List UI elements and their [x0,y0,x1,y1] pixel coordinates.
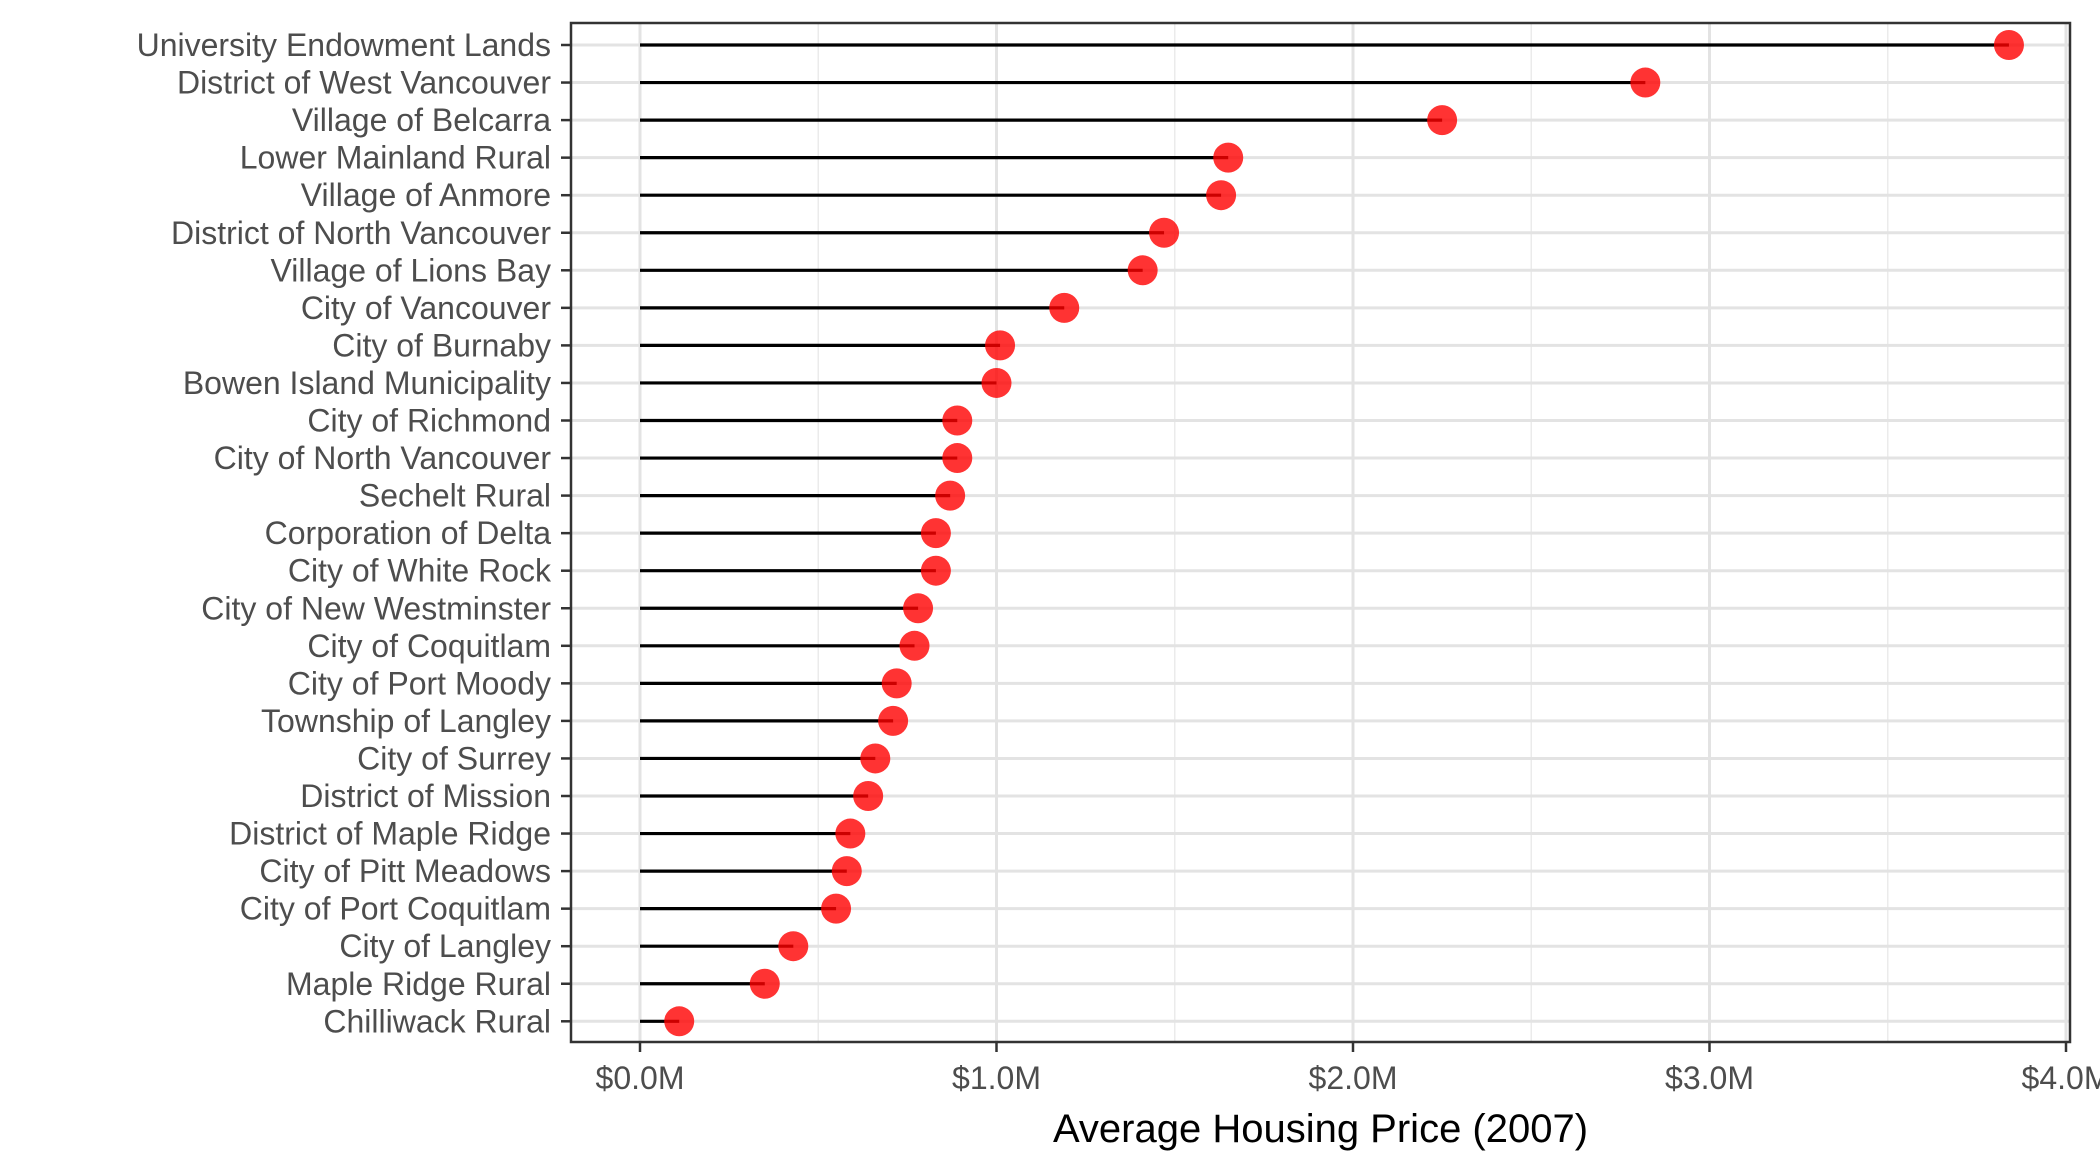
lollipop-point [1630,67,1661,98]
lollipop-point [985,330,1016,361]
lollipop-point [860,743,891,774]
y-tick-label: City of Vancouver [301,290,552,326]
lollipop-point [878,705,909,736]
y-tick-label: Sechelt Rural [359,478,551,514]
lollipop-point [1213,142,1244,173]
stem-layer [640,43,2009,1023]
lollipop-point [1427,105,1458,136]
y-tick-label: District of West Vancouver [177,65,551,101]
x-tick-label: $1.0M [952,1060,1041,1096]
y-tick-label: Corporation of Delta [265,515,552,551]
lollipop-point [853,781,884,811]
lollipop-point [749,968,780,999]
lollipop-point [1149,217,1180,248]
y-tick-label: City of White Rock [288,553,552,589]
y-tick-label: City of Coquitlam [307,628,551,664]
y-tick-label: Village of Anmore [301,177,551,213]
x-axis-title: Average Housing Price (2007) [1053,1107,1588,1151]
x-tick-label: $3.0M [1665,1060,1754,1096]
lollipop-point [981,367,1012,398]
y-tick-label: University Endowment Lands [137,27,551,63]
lollipop-point [831,856,862,887]
lollipop-point [935,480,966,511]
y-tick-label: Village of Lions Bay [271,252,551,288]
y-tick-label: City of Port Moody [288,665,551,701]
lollipop-point [942,405,973,436]
point-layer [664,30,2024,1037]
y-tick-label: Maple Ridge Rural [286,966,551,1002]
lollipop-point [821,893,852,924]
lollipop-point [1049,292,1080,323]
y-tick-label: City of Langley [339,928,551,964]
y-tick-label: District of Mission [300,778,551,814]
y-tick-label: Bowen Island Municipality [183,365,551,401]
lollipop-point [942,443,973,474]
lollipop-point [881,668,912,699]
y-tick-label: Chilliwack Rural [323,1003,551,1039]
lollipop-point [1993,30,2024,60]
x-tick-label: $0.0M [596,1060,685,1096]
lollipop-point [899,630,930,661]
lollipop-point [1206,180,1237,211]
x-tick-label: $4.0M [2022,1060,2100,1096]
lollipop-point [778,931,809,962]
x-tick-label: $2.0M [1309,1060,1398,1096]
lollipop-point [920,518,951,549]
y-tick-label: City of Port Coquitlam [240,891,551,927]
y-tick-label: District of North Vancouver [171,215,551,251]
y-tick-label: Township of Langley [261,703,551,739]
y-tick-label: City of Surrey [357,740,551,776]
y-tick-label: District of Maple Ridge [229,816,551,852]
lollipop-point [920,555,951,586]
y-tick-label: Village of Belcarra [292,102,551,138]
lollipop-point [1127,255,1158,286]
lollipop-point [835,818,866,849]
y-tick-label: City of Burnaby [332,327,551,363]
lollipop-point [664,1006,695,1037]
y-tick-label: City of North Vancouver [214,440,552,476]
y-tick-label: Lower Mainland Rural [240,140,551,176]
y-tick-label: City of New Westminster [201,590,551,626]
y-tick-label: City of Pitt Meadows [259,853,551,889]
lollipop-point [903,593,934,624]
y-tick-label: City of Richmond [307,403,551,439]
